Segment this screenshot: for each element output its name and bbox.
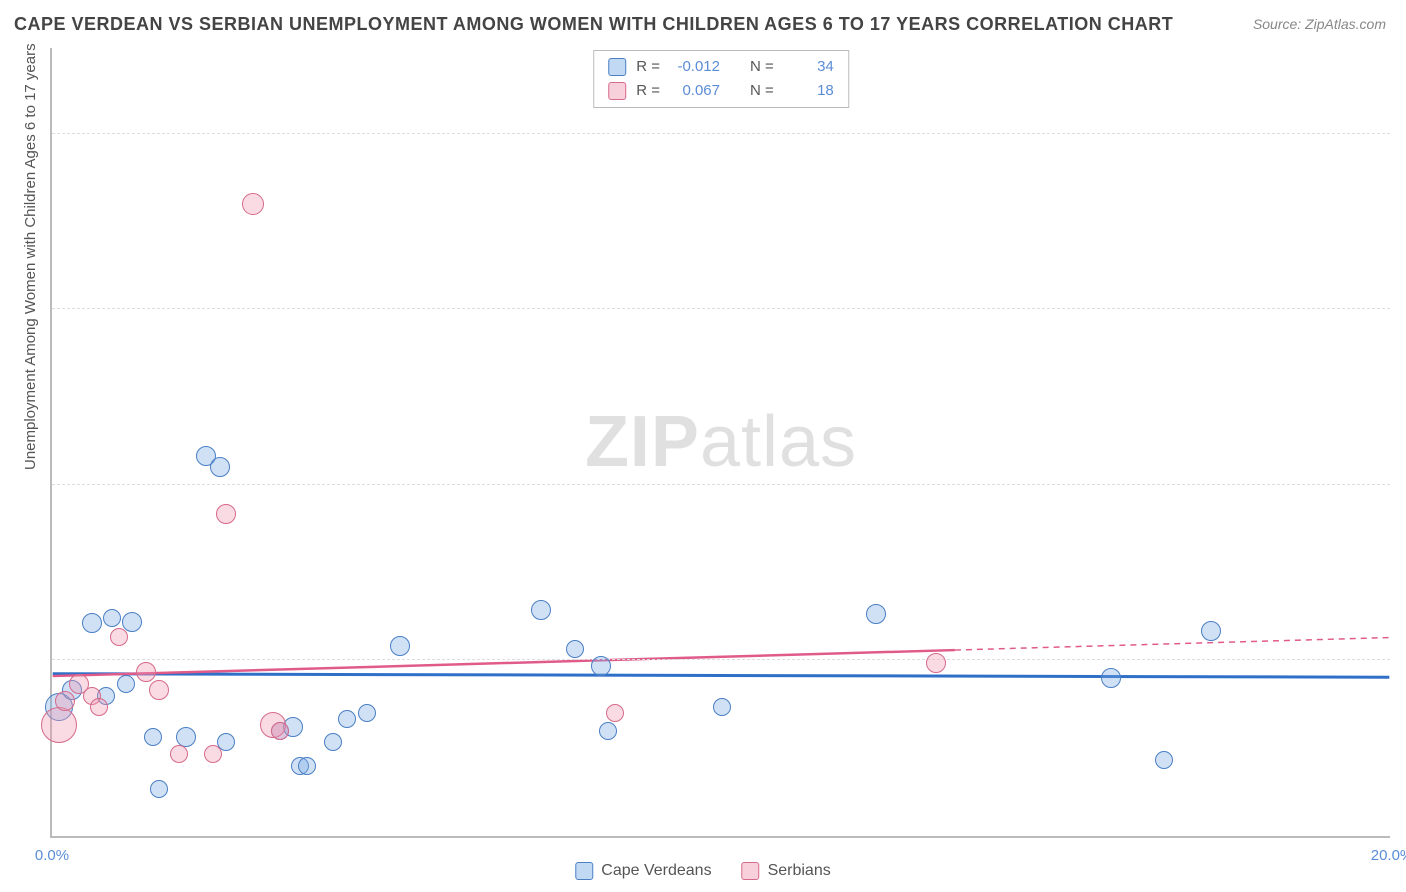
stats-box: R = -0.012 N = 34 R = 0.067 N = 18 bbox=[593, 50, 849, 108]
legend-label: Serbians bbox=[768, 862, 831, 880]
data-point bbox=[531, 600, 551, 620]
data-point bbox=[122, 612, 142, 632]
series-swatch bbox=[608, 82, 626, 100]
data-point bbox=[324, 733, 342, 751]
data-point bbox=[591, 656, 611, 676]
regression-lines bbox=[52, 48, 1390, 836]
data-point bbox=[144, 728, 162, 746]
data-point bbox=[136, 662, 156, 682]
data-point bbox=[271, 722, 289, 740]
data-point bbox=[103, 609, 121, 627]
data-point bbox=[41, 707, 77, 743]
y-tick-label: 60.0% bbox=[1395, 108, 1406, 125]
stat-N-label: N = bbox=[750, 79, 774, 103]
data-point bbox=[242, 193, 264, 215]
gridline bbox=[52, 308, 1390, 309]
data-point bbox=[204, 745, 222, 763]
data-point bbox=[170, 745, 188, 763]
stat-R-label: R = bbox=[636, 79, 660, 103]
stat-R-label: R = bbox=[636, 55, 660, 79]
legend-item: Cape Verdeans bbox=[575, 862, 711, 880]
data-point bbox=[1101, 668, 1121, 688]
data-point bbox=[1201, 621, 1221, 641]
y-tick-label: 45.0% bbox=[1395, 284, 1406, 301]
legend-item: Serbians bbox=[742, 862, 831, 880]
y-tick-label: 30.0% bbox=[1395, 459, 1406, 476]
legend: Cape Verdeans Serbians bbox=[575, 862, 830, 880]
data-point bbox=[298, 757, 316, 775]
data-point bbox=[110, 628, 128, 646]
stat-R-value: 0.067 bbox=[670, 79, 720, 103]
data-point bbox=[149, 680, 169, 700]
data-point bbox=[606, 704, 624, 722]
stat-R-value: -0.012 bbox=[670, 55, 720, 79]
data-point bbox=[176, 727, 196, 747]
gridline bbox=[52, 484, 1390, 485]
data-point bbox=[150, 780, 168, 798]
source-label: Source: ZipAtlas.com bbox=[1253, 16, 1386, 32]
legend-swatch bbox=[742, 862, 760, 880]
y-axis-label: Unemployment Among Women with Children A… bbox=[22, 43, 39, 470]
chart-title: CAPE VERDEAN VS SERBIAN UNEMPLOYMENT AMO… bbox=[14, 14, 1173, 35]
stat-N-value: 18 bbox=[784, 79, 834, 103]
x-tick-label: 20.0% bbox=[1371, 847, 1406, 864]
data-point bbox=[358, 704, 376, 722]
data-point bbox=[82, 613, 102, 633]
data-point bbox=[117, 675, 135, 693]
data-point bbox=[90, 698, 108, 716]
y-tick-label: 15.0% bbox=[1395, 635, 1406, 652]
data-point bbox=[866, 604, 886, 624]
data-point bbox=[1155, 751, 1173, 769]
data-point bbox=[55, 691, 75, 711]
data-point bbox=[210, 457, 230, 477]
watermark: ZIPatlas bbox=[585, 401, 857, 483]
data-point bbox=[338, 710, 356, 728]
x-tick-label: 0.0% bbox=[35, 847, 69, 864]
stat-N-value: 34 bbox=[784, 55, 834, 79]
gridline bbox=[52, 659, 1390, 660]
legend-label: Cape Verdeans bbox=[601, 862, 711, 880]
data-point bbox=[599, 722, 617, 740]
plot-area: ZIPatlas R =-0.012N =34R =0.067N =18 15.… bbox=[50, 48, 1390, 838]
legend-swatch bbox=[575, 862, 593, 880]
gridline bbox=[52, 133, 1390, 134]
data-point bbox=[390, 636, 410, 656]
stat-N-label: N = bbox=[750, 55, 774, 79]
stats-row: R = 0.067 N = 18 bbox=[608, 79, 834, 103]
data-point bbox=[926, 653, 946, 673]
data-point bbox=[566, 640, 584, 658]
stats-row: R = -0.012 N = 34 bbox=[608, 55, 834, 79]
data-point bbox=[216, 504, 236, 524]
series-swatch bbox=[608, 58, 626, 76]
data-point bbox=[713, 698, 731, 716]
